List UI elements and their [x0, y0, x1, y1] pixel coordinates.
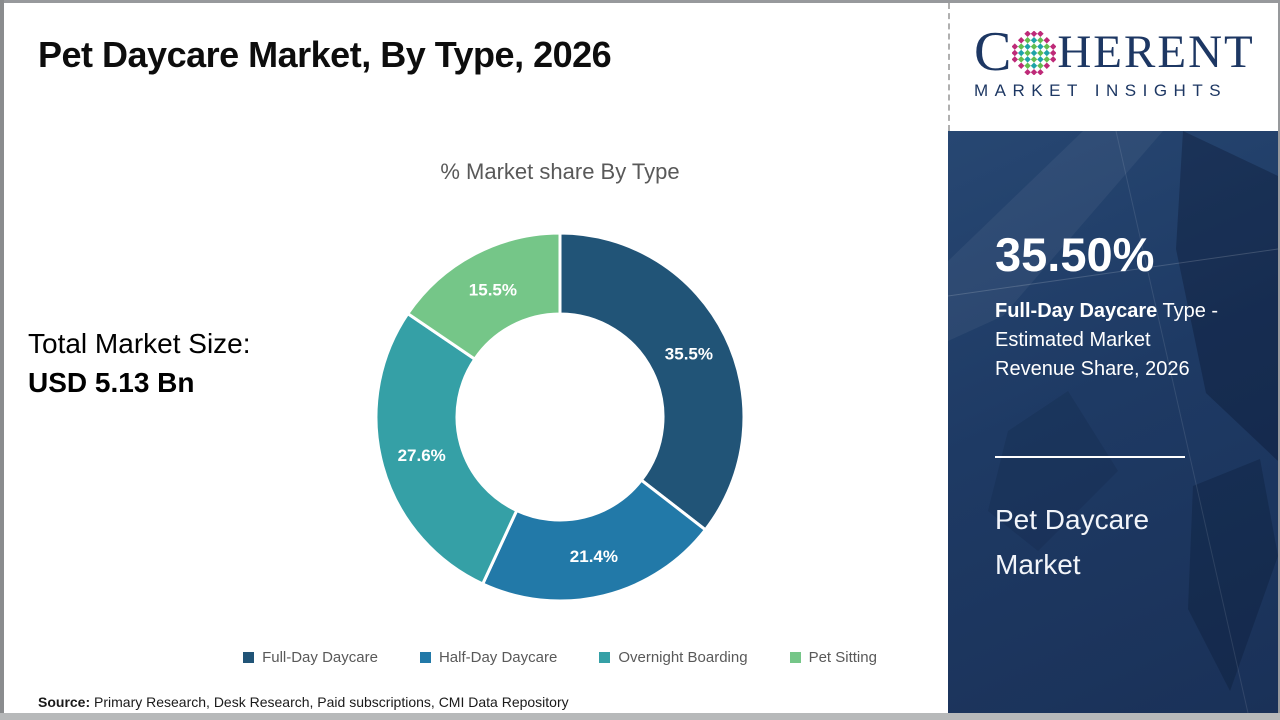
legend-label: Full-Day Daycare: [262, 649, 378, 666]
globe-dot: [1037, 49, 1045, 57]
market-name-line1: Pet Daycare: [995, 504, 1150, 535]
globe-dot: [1024, 43, 1032, 50]
logo-letter-c: C: [974, 21, 1012, 83]
slice-label-0: 35.5%: [665, 344, 713, 363]
globe-dot: [1050, 49, 1057, 57]
source-text: Primary Research, Desk Research, Paid su…: [90, 694, 569, 710]
globe-dot: [1031, 68, 1038, 75]
globe-dot: [1043, 36, 1051, 44]
globe-dot: [1037, 62, 1045, 70]
stat-description: Full-Day Daycare Type - Estimated Market…: [995, 297, 1235, 384]
donut-slice-0: [558, 231, 746, 532]
globe-dot: [1018, 36, 1025, 44]
logo-box: C HERENT MARKET INSIGHTS: [948, 3, 1278, 131]
logo-word-rest: HERENT: [1057, 26, 1255, 78]
brand-logo: C HERENT: [974, 21, 1278, 83]
legend-label: Pet Sitting: [808, 649, 877, 666]
globe-dot: [1043, 62, 1051, 70]
globe-dot: [1037, 68, 1045, 75]
map-texture: [948, 131, 1278, 713]
globe-dot: [1037, 56, 1045, 63]
globe-dot: [1037, 31, 1045, 38]
donut-chart: 35.5% 21.4% 27.6% 15.5%: [370, 227, 750, 607]
globe-dot: [1031, 36, 1038, 44]
globe-dot: [1031, 31, 1038, 38]
legend-item-0: Full-Day Daycare: [243, 649, 378, 666]
legend-label: Half-Day Daycare: [438, 649, 558, 666]
slice-label-2: 27.6%: [398, 446, 446, 465]
globe-dot: [1043, 49, 1051, 57]
chart-legend: Full-Day Daycare Half-Day Daycare Overnigh…: [176, 649, 944, 666]
legend-item-1: Half-Day Daycare: [419, 649, 558, 666]
globe-dot: [1018, 43, 1025, 50]
globe-dot: [1037, 36, 1045, 44]
globe-dot: [1043, 43, 1051, 50]
globe-dot: [1024, 62, 1032, 70]
slide-border-left: [0, 0, 4, 720]
globe-dot: [1037, 43, 1045, 50]
globe-dot: [1050, 43, 1057, 50]
globe-dot: [1012, 43, 1019, 50]
globe-dot: [1043, 56, 1051, 63]
globe-dot: [1024, 31, 1032, 38]
globe-dot: [1050, 56, 1057, 63]
total-market-size-value: USD 5.13 Bn: [28, 367, 195, 398]
donut-slice-2: [374, 311, 519, 586]
source-label: Source:: [38, 694, 91, 710]
donut-chart-svg: 35.5% 21.4% 27.6% 15.5%: [374, 231, 746, 603]
slice-label-1: 21.4%: [570, 547, 618, 566]
stat-description-segment: Full-Day Daycare: [995, 300, 1158, 322]
donut-slice-1: [480, 478, 708, 603]
globe-dot: [1031, 43, 1038, 50]
total-market-size-label: Total Market Size:: [28, 328, 251, 359]
stat-value: 35.50%: [995, 228, 1155, 281]
globe-dot: [1031, 49, 1038, 57]
globe-dot: [1018, 56, 1025, 63]
legend-item-3: Pet Sitting: [789, 649, 877, 666]
globe-dot: [1012, 49, 1019, 57]
globe-dot: [1018, 62, 1025, 70]
sidebar-divider: [995, 456, 1185, 458]
globe-dot: [1031, 62, 1038, 70]
legend-swatch-icon: [419, 652, 431, 663]
page-title: Pet Daycare Market, By Type, 2026: [38, 34, 612, 75]
sidebar-panel: 35.50% Full-Day Daycare Type - Estimated…: [948, 131, 1278, 713]
slide-border-top: [0, 0, 1280, 3]
legend-label: Overnight Boarding: [618, 649, 748, 666]
market-name-line2: Market: [995, 549, 1081, 580]
slide-border-bottom: [0, 713, 1280, 720]
donut-slice-3: [405, 231, 562, 362]
slide-border-right: [1278, 0, 1280, 720]
market-name: Pet Daycare Market: [995, 497, 1149, 587]
globe-dot: [1012, 56, 1019, 63]
legend-swatch-icon: [789, 652, 801, 663]
total-market-size: Total Market Size: USD 5.13 Bn: [28, 324, 251, 402]
globe-dot: [1031, 56, 1038, 63]
slice-label-3: 15.5%: [469, 281, 517, 300]
globe-dot: [1024, 68, 1032, 75]
legend-item-2: Overnight Boarding: [599, 649, 748, 666]
globe-icon: [1012, 31, 1057, 75]
source-line: Source: Primary Research, Desk Research,…: [38, 694, 569, 710]
stat-description-rest: Type - Estimated Market Revenue Share, 2…: [995, 300, 1219, 380]
globe-dot: [1024, 49, 1032, 57]
legend-swatch-icon: [599, 652, 611, 663]
logo-tagline: MARKET INSIGHTS: [974, 81, 1228, 100]
globe-dot: [1024, 36, 1032, 44]
globe-dot: [1024, 56, 1032, 63]
legend-swatch-icon: [243, 652, 255, 663]
globe-dot: [1018, 49, 1025, 57]
chart-title: % Market share By Type: [440, 159, 680, 184]
